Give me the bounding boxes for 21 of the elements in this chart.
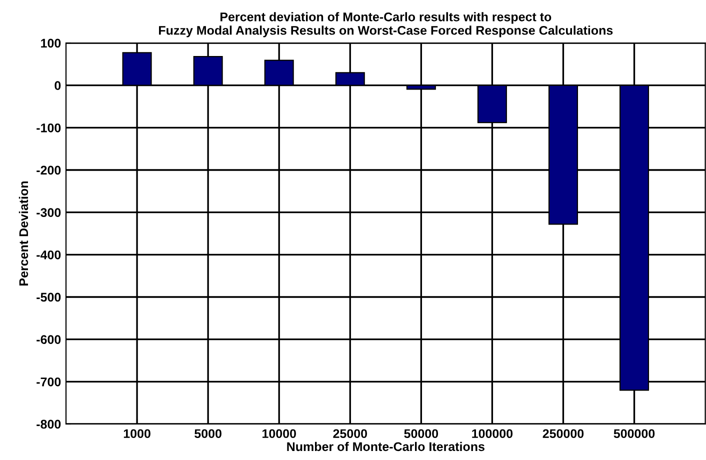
y-tick-label: -500: [36, 292, 61, 302]
y-tick-label: -700: [36, 377, 61, 386]
y-tick-label: 100: [41, 38, 61, 48]
x-tick-label: 25000: [333, 429, 367, 438]
x-tick-label: 100000: [472, 429, 513, 438]
x-tick-label: 10000: [262, 429, 296, 438]
y-axis-title: Percent Deviation: [18, 181, 28, 286]
y-tick-label: -600: [36, 335, 61, 344]
x-axis-title: Number of Monte-Carlo Iterations: [287, 442, 484, 452]
x-tick-label: 50000: [404, 429, 438, 438]
y-tick-label: -400: [36, 250, 61, 260]
y-tick-label: 0: [54, 81, 61, 90]
x-tick-label: 250000: [542, 429, 584, 438]
y-tick-label: -200: [36, 166, 61, 175]
x-tick-label: 500000: [614, 429, 655, 438]
y-tick-label: -300: [36, 208, 61, 218]
chart-title: Percent deviation of Monte-Carlo results with respect to Fuzzy Modal Analysis Results on Worst-Case Forced Response Calculations: [159, 12, 613, 38]
x-tick-label: 5000: [194, 429, 222, 438]
y-tick-label: -800: [36, 420, 61, 429]
y-tick-label: -100: [36, 123, 61, 132]
x-tick-label: 1000: [124, 429, 150, 438]
